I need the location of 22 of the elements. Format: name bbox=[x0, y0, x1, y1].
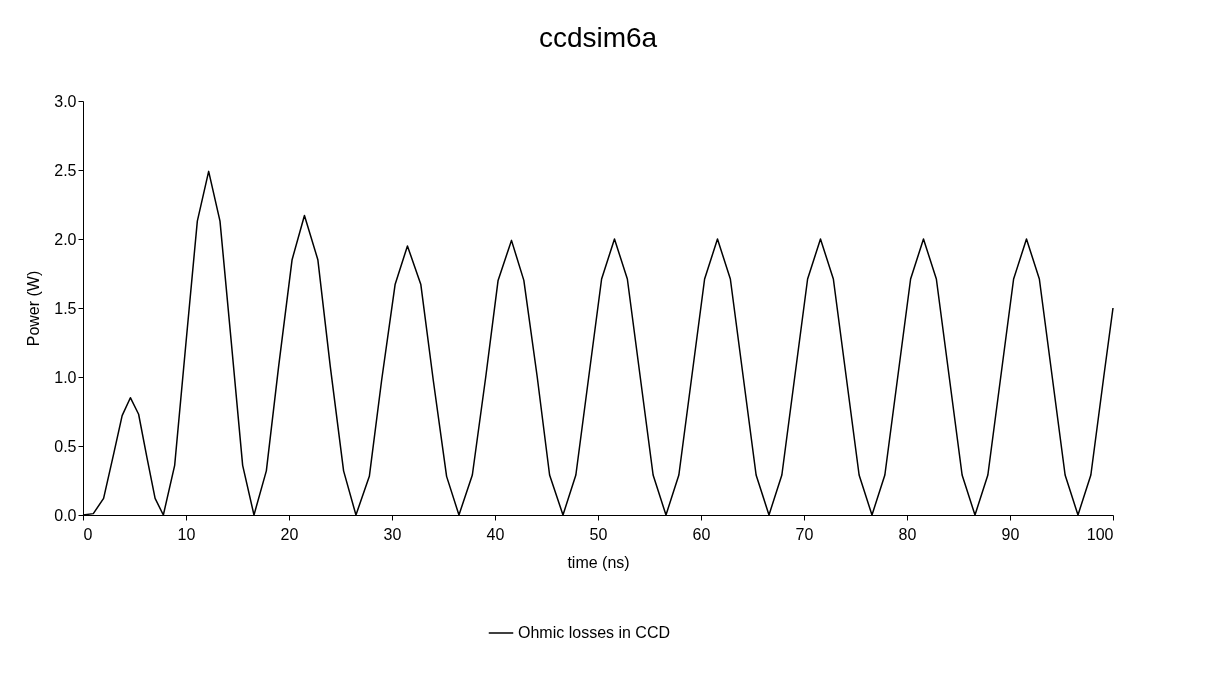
y-tick-label: 1.5 bbox=[54, 299, 77, 317]
x-tick-label: 10 bbox=[177, 525, 196, 543]
legend-label: Ohmic losses in CCD bbox=[518, 624, 671, 641]
y-tick-label: 0.0 bbox=[54, 506, 77, 524]
x-tick-label: 60 bbox=[692, 525, 711, 543]
x-tick-label: 40 bbox=[486, 525, 505, 543]
y-axis-title: Power (W) bbox=[25, 270, 43, 347]
x-tick-label: 100 bbox=[1086, 525, 1114, 543]
x-tick-label: 90 bbox=[1001, 525, 1020, 543]
y-tick-label: 0.5 bbox=[54, 437, 77, 455]
y-tick-label: 2.5 bbox=[54, 161, 77, 179]
x-tick-label: 20 bbox=[280, 525, 299, 543]
x-tick-label: 30 bbox=[383, 525, 402, 543]
x-tick-label: 50 bbox=[589, 525, 608, 543]
x-tick-label: 0 bbox=[83, 525, 93, 543]
x-tick-label: 80 bbox=[898, 525, 917, 543]
chart-title: ccdsim6a bbox=[538, 22, 658, 53]
x-tick-label: 70 bbox=[795, 525, 814, 543]
y-tick-label: 3.0 bbox=[54, 92, 77, 110]
x-axis-title: time (ns) bbox=[567, 553, 630, 571]
y-tick-label: 2.0 bbox=[54, 230, 77, 248]
y-tick-label: 1.0 bbox=[54, 368, 77, 386]
